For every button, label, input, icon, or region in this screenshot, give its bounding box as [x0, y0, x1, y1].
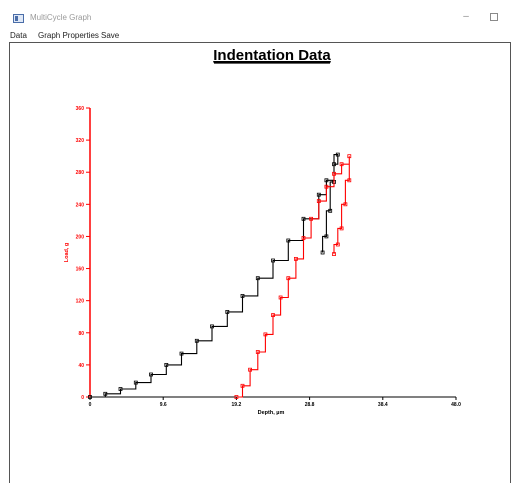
- series-point: [347, 178, 352, 183]
- y-tick-label: 280: [76, 170, 85, 176]
- series-point: [332, 162, 336, 167]
- y-tick-label: 120: [76, 299, 85, 305]
- series-point: [324, 178, 329, 183]
- y-axis-label: Load, g: [64, 243, 70, 263]
- y-tick-label: 160: [76, 267, 85, 273]
- menu-save[interactable]: Save: [101, 31, 120, 40]
- x-tick-label: 38.4: [378, 402, 388, 408]
- menu-graph-properties[interactable]: Graph Properties: [38, 31, 99, 40]
- series-point: [286, 276, 291, 281]
- x-tick-label: 28.8: [305, 402, 315, 408]
- x-tick-label: 0: [89, 402, 92, 408]
- x-tick-label: 19.2: [232, 402, 242, 408]
- minimize-button[interactable]: –: [463, 11, 469, 22]
- series-point: [164, 362, 169, 367]
- series-point: [225, 309, 230, 314]
- y-tick-label: 240: [76, 202, 85, 208]
- x-axis-label: Depth, µm: [258, 410, 285, 416]
- series-point: [301, 236, 306, 240]
- series-point: [263, 332, 268, 337]
- series-point: [332, 171, 336, 176]
- series-point: [347, 154, 352, 159]
- title-bar: MultiCycle Graph –: [0, 0, 518, 30]
- series-point: [335, 242, 340, 247]
- chart-frame: [9, 42, 511, 483]
- series-point: [234, 395, 239, 399]
- y-tick-label: 320: [76, 138, 85, 144]
- series-point: [316, 199, 321, 204]
- series-point: [240, 293, 245, 298]
- series-point: [324, 184, 329, 189]
- series-point: [309, 216, 314, 221]
- series-point: [103, 391, 108, 396]
- series-point: [328, 208, 333, 213]
- series-point: [210, 324, 214, 329]
- y-tick-label: 80: [78, 331, 84, 337]
- maximize-icon: [490, 13, 498, 21]
- series-point: [149, 372, 153, 377]
- series-point: [339, 226, 344, 231]
- series-point: [179, 351, 184, 356]
- series-point: [118, 387, 123, 391]
- series-point: [332, 252, 336, 257]
- series-point: [316, 192, 321, 197]
- chart-title: Indentation Data: [213, 47, 331, 64]
- y-tick-label: 360: [76, 106, 85, 112]
- menu-data[interactable]: Data: [10, 31, 27, 40]
- x-tick-label: 9.6: [160, 402, 167, 408]
- series-point: [271, 258, 275, 263]
- series-point: [343, 202, 348, 207]
- series-line: [236, 156, 350, 398]
- series-point: [248, 367, 253, 372]
- series-line: [90, 154, 339, 398]
- window-title: MultiCycle Graph: [30, 13, 92, 22]
- series-point: [286, 238, 291, 243]
- series-point: [293, 256, 298, 261]
- series-point: [339, 162, 344, 167]
- app-icon: [13, 14, 24, 23]
- series-point: [133, 380, 138, 385]
- series-point: [255, 350, 260, 354]
- series-point: [240, 383, 245, 388]
- y-tick-label: 200: [76, 234, 85, 240]
- series-point: [255, 276, 260, 281]
- series-point: [301, 216, 306, 221]
- series-point: [271, 313, 275, 318]
- series-point: [278, 295, 283, 300]
- x-tick-label: 48.0: [451, 402, 461, 408]
- series-point: [88, 395, 92, 399]
- series-point: [320, 250, 325, 255]
- series-point: [335, 152, 340, 157]
- maximize-button[interactable]: [486, 10, 502, 24]
- series-point: [194, 338, 199, 343]
- series-point: [324, 234, 329, 239]
- y-tick-label: 0: [81, 395, 84, 401]
- menu-bar: Data Graph Properties Save: [0, 30, 518, 42]
- y-tick-label: 40: [78, 363, 84, 369]
